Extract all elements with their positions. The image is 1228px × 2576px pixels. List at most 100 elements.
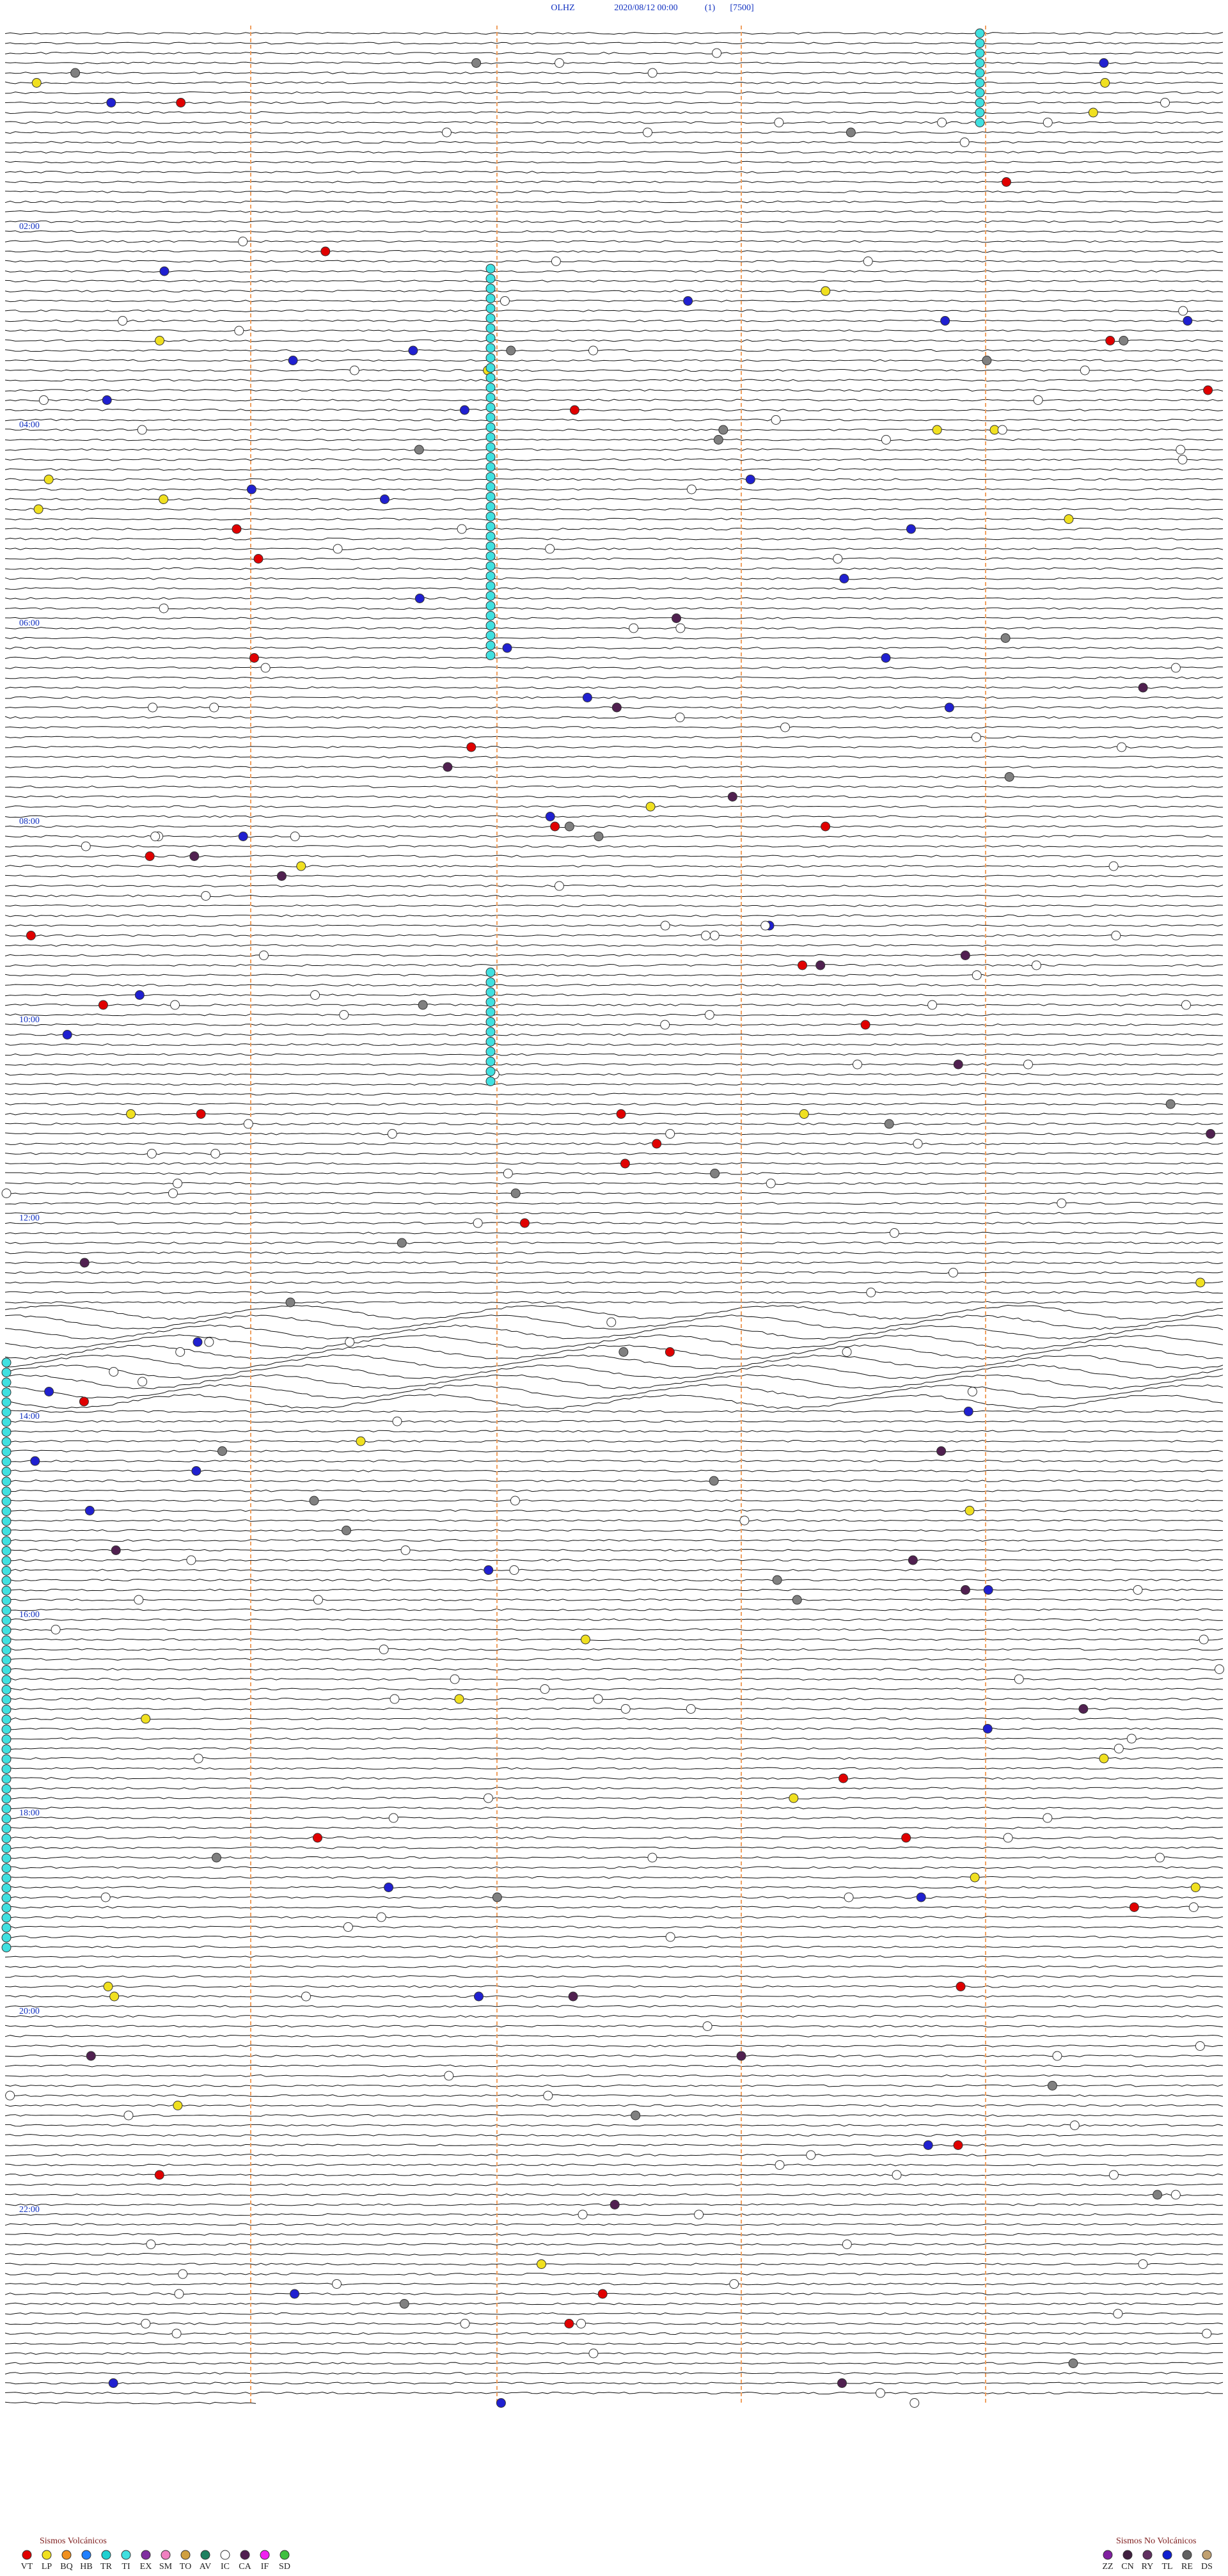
event-marker bbox=[1, 1744, 12, 1754]
event-marker bbox=[1099, 58, 1109, 68]
event-marker bbox=[675, 713, 685, 722]
legend-swatch bbox=[1122, 2550, 1133, 2560]
hour-label: 06:00 bbox=[19, 619, 40, 628]
event-marker bbox=[844, 1892, 854, 1902]
time-dividers bbox=[250, 26, 986, 2405]
event-marker bbox=[485, 264, 496, 274]
event-marker bbox=[629, 623, 639, 633]
trace bbox=[4, 1181, 1224, 1185]
event-marker bbox=[704, 1010, 714, 1020]
event-marker bbox=[333, 544, 343, 554]
event-marker bbox=[485, 343, 496, 353]
trace bbox=[4, 1459, 1224, 1463]
event-marker bbox=[171, 2328, 182, 2339]
legend-swatch bbox=[1162, 2550, 1172, 2560]
event-marker bbox=[611, 702, 622, 713]
legend-swatch bbox=[279, 2550, 290, 2560]
event-marker bbox=[1, 1764, 12, 1774]
event-marker bbox=[485, 977, 496, 987]
trace bbox=[4, 1489, 1224, 1492]
event-marker bbox=[821, 286, 831, 296]
trace bbox=[4, 656, 1224, 660]
event-marker bbox=[145, 851, 155, 861]
event-marker bbox=[312, 1833, 322, 1843]
legend-swatch bbox=[220, 2550, 230, 2560]
event-marker bbox=[485, 1007, 496, 1017]
event-marker bbox=[975, 68, 985, 78]
event-marker bbox=[975, 58, 985, 68]
event-marker bbox=[686, 1704, 696, 1714]
event-marker bbox=[1119, 336, 1129, 345]
event-marker bbox=[485, 492, 496, 502]
event-marker bbox=[173, 2101, 183, 2110]
event-marker bbox=[176, 98, 186, 107]
trace bbox=[4, 487, 1224, 491]
trace bbox=[4, 974, 1224, 977]
event-marker bbox=[485, 581, 496, 591]
event-marker bbox=[1190, 1883, 1200, 1892]
trace bbox=[4, 2401, 256, 2405]
trace bbox=[4, 755, 1224, 759]
event-marker bbox=[1088, 107, 1098, 118]
event-marker bbox=[846, 127, 856, 138]
trace bbox=[4, 1152, 1224, 1155]
trace bbox=[4, 894, 1224, 897]
trace bbox=[4, 1344, 1224, 1360]
trace bbox=[4, 339, 1224, 342]
event-marker bbox=[79, 1258, 90, 1268]
event-marker bbox=[485, 551, 496, 561]
event-marker bbox=[1105, 336, 1115, 345]
trace bbox=[4, 1043, 1224, 1047]
event-marker bbox=[594, 832, 604, 841]
trace bbox=[4, 2183, 1223, 2186]
event-marker bbox=[647, 1853, 657, 1863]
event-marker bbox=[485, 363, 496, 373]
event-marker bbox=[975, 38, 985, 48]
event-marker bbox=[543, 2090, 553, 2101]
legend-label: TI bbox=[122, 2562, 130, 2572]
trace bbox=[4, 577, 1224, 580]
event-marker bbox=[975, 118, 985, 127]
trace bbox=[4, 617, 1224, 620]
event-marker bbox=[485, 323, 496, 333]
event-marker bbox=[1, 1913, 12, 1923]
event-marker bbox=[485, 402, 496, 413]
event-marker bbox=[780, 722, 791, 732]
legend-label: LP bbox=[42, 2562, 52, 2572]
legend-title: Sismos No Volcánicos bbox=[1116, 2536, 1197, 2546]
trace bbox=[4, 805, 1224, 809]
legend-label: IC bbox=[221, 2562, 230, 2572]
trace bbox=[4, 1757, 1224, 1760]
trace bbox=[4, 1469, 1224, 1473]
event-marker bbox=[660, 1020, 670, 1030]
trace bbox=[4, 2005, 1224, 2008]
traces bbox=[4, 31, 1224, 2405]
event-marker bbox=[839, 574, 849, 583]
trace bbox=[4, 944, 1224, 947]
trace bbox=[4, 121, 1224, 124]
event-marker bbox=[975, 78, 985, 88]
trace bbox=[4, 636, 1224, 640]
event-marker bbox=[1, 1883, 12, 1893]
event-marker bbox=[379, 494, 390, 504]
event-marker bbox=[982, 356, 992, 365]
event-marker bbox=[1100, 78, 1110, 88]
trace bbox=[4, 2163, 1224, 2167]
event-marker bbox=[310, 990, 320, 1000]
trace bbox=[4, 2302, 1224, 2305]
legend-label: RY bbox=[1142, 2562, 1154, 2572]
event-marker bbox=[1188, 1902, 1199, 1912]
trace bbox=[4, 111, 1224, 115]
event-marker bbox=[260, 663, 271, 673]
trace bbox=[4, 130, 1224, 134]
event-marker bbox=[1, 1586, 12, 1595]
legend-label: TL bbox=[1161, 2562, 1172, 2572]
event-marker bbox=[975, 28, 985, 38]
trace bbox=[4, 2342, 1224, 2345]
trace bbox=[4, 1776, 1224, 1780]
event-marker bbox=[1, 1893, 12, 1903]
trace bbox=[4, 1856, 1224, 1860]
filter: (1) bbox=[705, 3, 716, 13]
event-marker bbox=[1, 1427, 12, 1437]
legend-label: SM bbox=[159, 2562, 173, 2572]
